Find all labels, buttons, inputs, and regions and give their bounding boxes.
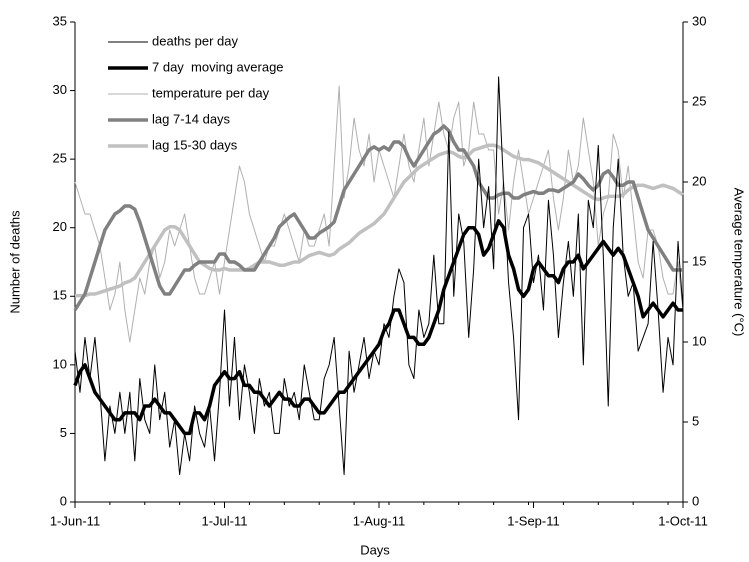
series-line	[73, 124, 683, 311]
x-axis-title: Days	[360, 542, 390, 557]
series-line	[74, 76, 684, 476]
y-tick-label: 30	[53, 82, 67, 97]
x-tick-label: 1-Aug-11	[353, 513, 406, 528]
y-tick-label: 10	[53, 356, 67, 371]
y2-tick-label: 10	[692, 333, 706, 348]
legend-label: lag 7-14 days	[152, 111, 231, 126]
y-tick-label: 20	[53, 219, 67, 234]
y2-tick-label: 25	[692, 93, 706, 108]
y-tick-label: 5	[60, 425, 67, 440]
y2-tick-label: 20	[692, 173, 706, 188]
y2-tick-label: 5	[692, 413, 699, 428]
y2-tick-label: 0	[692, 493, 699, 508]
x-tick-label: 1-Oct-11	[658, 513, 708, 528]
x-tick-label: 1-Jul-11	[202, 513, 248, 528]
x-tick-label: 1-Sep-11	[507, 513, 560, 528]
legend-label: temperature per day	[152, 85, 270, 100]
y2-axis-title: Average temperature (°C)	[732, 188, 747, 337]
y-axis-title: Number of deaths	[7, 210, 22, 314]
series-line	[73, 219, 683, 436]
y-tick-label: 0	[60, 493, 67, 508]
y-tick-label: 25	[53, 151, 67, 166]
series-line	[75, 143, 684, 298]
y2-tick-label: 15	[692, 253, 706, 268]
legend-label: lag 15-30 days	[152, 137, 238, 152]
x-tick-label: 1-Jun-11	[50, 513, 100, 528]
legend-label: 7 day moving average	[152, 59, 284, 74]
legend-label: deaths per day	[152, 33, 239, 48]
y2-tick-label: 30	[692, 13, 706, 28]
y-tick-label: 35	[53, 13, 67, 28]
y-tick-label: 15	[53, 288, 67, 303]
